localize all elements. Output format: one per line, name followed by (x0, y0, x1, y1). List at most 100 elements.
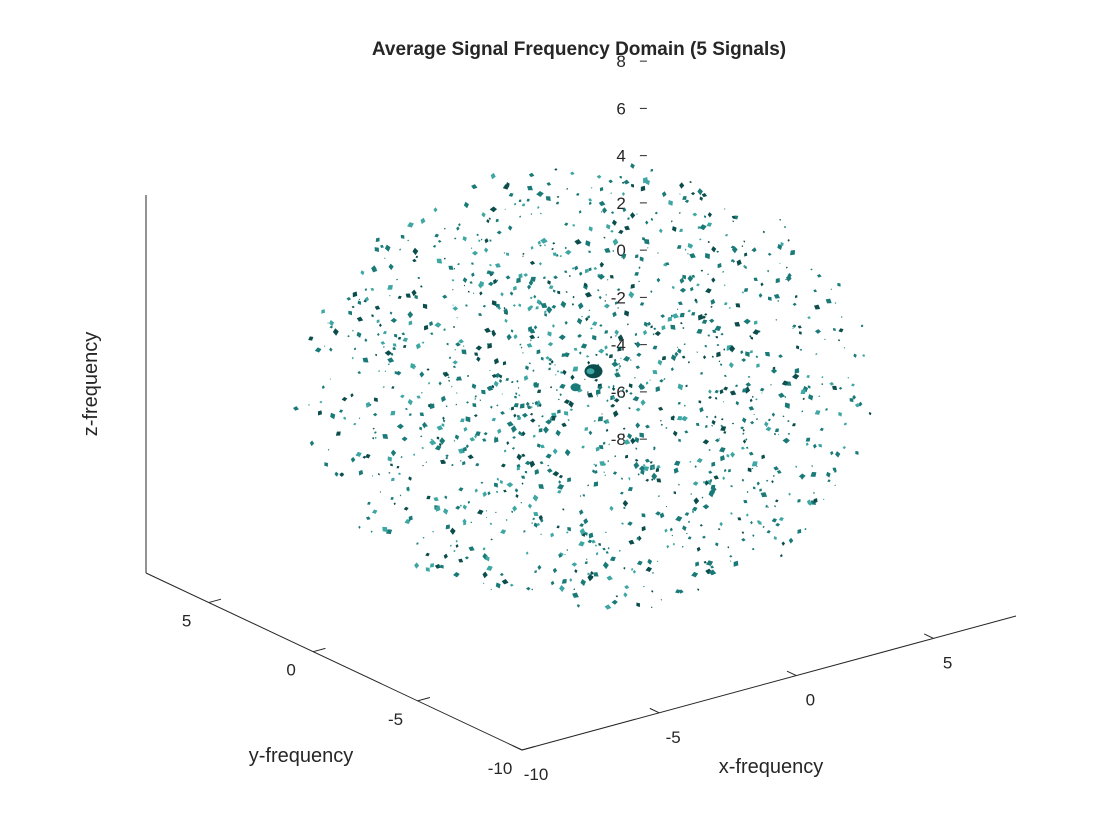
scatter-point (810, 268, 813, 271)
scatter-point (679, 182, 685, 189)
scatter-point (505, 275, 511, 280)
scatter-point (718, 360, 721, 362)
scatter-point (812, 492, 815, 494)
scatter-point (482, 491, 488, 498)
scatter-point (711, 419, 716, 426)
scatter-point (651, 478, 654, 482)
scatter-point (691, 510, 695, 514)
scatter-point (421, 341, 425, 344)
scatter-point (545, 356, 550, 360)
scatter-point (742, 388, 747, 393)
scatter-point (458, 223, 461, 227)
scatter-point (506, 482, 514, 488)
scatter-point (565, 531, 569, 534)
scatter-point (453, 571, 460, 578)
scatter-point (561, 422, 567, 428)
scatter-point (749, 350, 753, 354)
scatter-point (718, 438, 721, 440)
scatter-point (564, 249, 572, 256)
scatter-point (832, 385, 838, 391)
scatter-point (710, 305, 713, 308)
scatter-point (495, 490, 499, 493)
x-tick-mark (786, 670, 797, 677)
scatter-point (529, 305, 534, 309)
scatter-point (602, 441, 606, 445)
chart-title: Average Signal Frequency Domain (5 Signa… (372, 39, 786, 60)
scatter-point (473, 414, 478, 418)
scatter-point (484, 247, 489, 253)
scatter-point (687, 253, 689, 255)
scatter-point (491, 300, 497, 307)
scatter-point (805, 442, 809, 446)
scatter-point (584, 378, 586, 381)
scatter-point (523, 530, 526, 533)
scatter-point (647, 558, 653, 565)
scatter-point (689, 253, 696, 259)
scatter-point (726, 454, 730, 458)
scatter-point (509, 583, 514, 587)
scatter-point (748, 451, 754, 456)
scatter-point (643, 463, 646, 467)
scatter-point (375, 237, 380, 242)
y-tick-label: -5 (388, 710, 403, 729)
scatter-point (798, 331, 802, 335)
scatter-point (429, 439, 437, 446)
scatter-point (505, 518, 508, 522)
scatter-point (652, 571, 654, 574)
scatter-point (403, 506, 409, 511)
scatter-point (498, 379, 503, 384)
scatter-point (425, 552, 430, 557)
scatter-point (787, 432, 791, 435)
x-tick-label: 5 (943, 653, 952, 672)
scatter-point (603, 303, 610, 309)
scatter-point (701, 319, 708, 324)
scatter-point (556, 254, 559, 257)
scatter-point (432, 531, 434, 533)
scatter-point (635, 365, 641, 369)
scatter-point (451, 385, 453, 388)
scatter-point (729, 345, 736, 353)
scatter-point (440, 564, 444, 569)
scatter-point (440, 395, 446, 403)
scatter-point (351, 356, 354, 360)
scatter-point (701, 496, 704, 499)
scatter-point (703, 215, 707, 219)
scatter-point (521, 453, 526, 458)
scatter-point (529, 296, 533, 300)
scatter-point (583, 518, 589, 525)
scatter-point (602, 547, 606, 551)
x-axis-ticks: -10 -5 0 5 (512, 633, 952, 784)
scatter-point (641, 513, 646, 518)
scatter-point (621, 191, 626, 196)
scatter-point (489, 264, 492, 267)
scatter-point (496, 404, 499, 407)
scatter-point (753, 413, 755, 415)
scatter-point (614, 329, 620, 336)
scatter-point (647, 321, 651, 327)
scatter-point (792, 324, 797, 328)
scatter-point (630, 283, 635, 289)
scatter-point (584, 427, 589, 431)
scatter-point (339, 473, 344, 477)
scatter-point (580, 315, 584, 318)
scatter-point (740, 350, 744, 355)
scatter-point (538, 425, 540, 427)
scatter-point (568, 274, 571, 278)
scatter-point (635, 447, 638, 450)
scatter-point (463, 521, 467, 526)
scatter-point (605, 293, 607, 296)
scatter-point (650, 290, 653, 294)
scatter-point (678, 438, 681, 443)
scatter-point (708, 396, 712, 400)
scatter-point (730, 512, 733, 515)
scatter-point (679, 193, 681, 195)
scatter-point (586, 558, 588, 560)
scatter-point (474, 488, 478, 493)
scatter-point (656, 478, 662, 483)
scatter-point (553, 275, 558, 280)
scatter-point (740, 426, 745, 430)
scatter-point (610, 335, 613, 339)
scatter-point (388, 263, 394, 271)
scatter-point (782, 437, 790, 444)
scatter-point (771, 518, 778, 523)
